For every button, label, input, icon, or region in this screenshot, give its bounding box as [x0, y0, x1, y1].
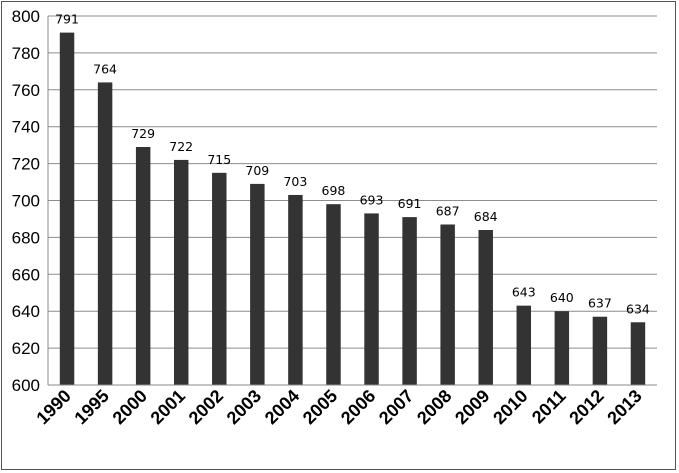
y-tick-label: 660 — [12, 265, 40, 284]
data-label-2005: 698 — [322, 183, 346, 198]
x-tick-label-2005: 2005 — [299, 386, 341, 428]
data-label-2013: 634 — [626, 301, 650, 316]
x-tick-label-1995: 1995 — [70, 386, 112, 428]
y-tick-label: 640 — [12, 302, 40, 321]
bar-2012 — [592, 316, 608, 385]
bar-2001 — [173, 159, 189, 385]
data-label-2008: 687 — [436, 203, 460, 218]
x-tick-label-2010: 2010 — [489, 386, 531, 428]
bar-2013 — [630, 322, 646, 385]
x-tick-label-2006: 2006 — [337, 386, 379, 428]
bar-2010 — [516, 305, 532, 385]
x-tick-label-2009: 2009 — [451, 386, 493, 428]
y-tick-label: 620 — [12, 339, 40, 358]
data-labels: 791 764 729 722 715 709 703 698 693 691 687 684 643 6… — [55, 12, 650, 317]
bar-2011 — [554, 311, 570, 385]
bar-2007 — [402, 217, 417, 385]
data-label-2001: 722 — [169, 139, 193, 154]
x-tick-label-2013: 2013 — [603, 386, 645, 428]
x-tick-label-2008: 2008 — [413, 386, 455, 428]
data-label-1990: 791 — [55, 12, 79, 27]
x-tick-label-2004: 2004 — [261, 386, 303, 428]
data-label-2004: 703 — [283, 174, 307, 189]
y-axis: 600 620 640 660 680 700 720 740 760 780 800 — [12, 7, 49, 395]
bar-1995 — [97, 82, 113, 386]
x-tick-label-2003: 2003 — [223, 386, 265, 428]
data-label-1995: 764 — [93, 61, 117, 76]
bar-2003 — [250, 183, 265, 385]
data-label-2006: 693 — [360, 192, 384, 207]
bars — [59, 32, 646, 386]
data-label-2007: 691 — [398, 196, 422, 211]
bar-2005 — [326, 204, 341, 385]
data-label-2012: 637 — [588, 296, 612, 311]
data-label-2002: 715 — [207, 152, 231, 167]
bar-2006 — [364, 213, 379, 385]
data-label-2010: 643 — [512, 285, 536, 300]
data-label-2009: 684 — [474, 209, 498, 224]
y-tick-label: 800 — [12, 7, 40, 26]
y-tick-label: 740 — [12, 118, 40, 137]
bar-2002 — [212, 172, 227, 385]
bar-2009 — [478, 230, 493, 385]
y-tick-label: 760 — [12, 81, 40, 100]
bar-2004 — [288, 194, 303, 385]
y-tick-label: 700 — [12, 192, 40, 211]
x-tick-label-2012: 2012 — [565, 386, 607, 428]
x-axis: 1990199520002001200220032004200520062007… — [32, 384, 657, 428]
x-tick-label-2001: 2001 — [147, 386, 189, 428]
x-tick-label-2011: 2011 — [528, 386, 570, 428]
y-tick-label: 780 — [12, 44, 40, 63]
x-tick-label-2002: 2002 — [185, 386, 227, 428]
data-label-2011: 640 — [550, 290, 574, 305]
x-tick-label-2000: 2000 — [109, 386, 151, 428]
data-label-2000: 729 — [131, 126, 155, 141]
data-label-2003: 709 — [245, 163, 269, 178]
bar-1990 — [59, 32, 75, 385]
y-tick-label: 680 — [12, 228, 40, 247]
bar-2000 — [135, 146, 151, 385]
bar-2008 — [440, 224, 455, 385]
x-tick-label-2007: 2007 — [375, 386, 417, 428]
y-tick-label: 720 — [12, 155, 40, 174]
y-tick-label: 600 — [12, 376, 40, 395]
